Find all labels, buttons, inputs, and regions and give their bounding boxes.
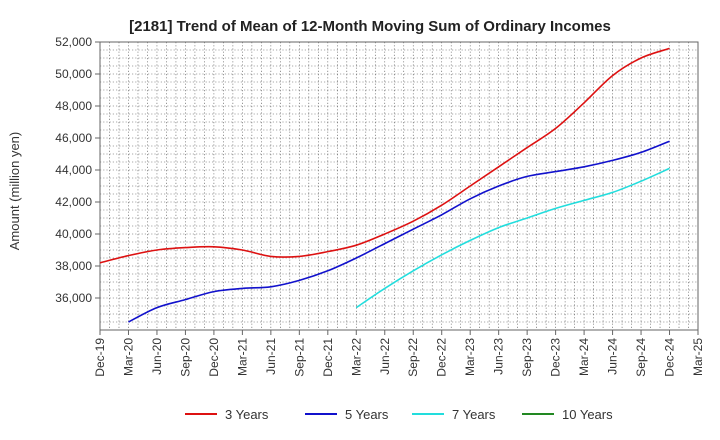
legend-label-10-years: 10 Years	[562, 407, 613, 422]
y-tick-label: 50,000	[55, 67, 92, 81]
x-tick-label: Mar-23	[463, 338, 477, 376]
x-tick-label: Sep-21	[292, 338, 306, 377]
x-tick-label: Sep-20	[178, 338, 192, 377]
x-tick-label: Mar-25	[691, 338, 705, 376]
legend-label-7-years: 7 Years	[452, 407, 496, 422]
y-tick-label: 40,000	[55, 227, 92, 241]
x-tick-label: Mar-20	[121, 338, 135, 376]
x-tick-label: Jun-22	[378, 338, 392, 375]
x-tick-label: Mar-24	[577, 338, 591, 376]
x-tick-label: Jun-23	[492, 338, 506, 375]
x-tick-label: Dec-20	[207, 338, 221, 377]
x-tick-label: Mar-22	[349, 338, 363, 376]
x-tick-label: Dec-21	[321, 338, 335, 377]
x-tick-label: Dec-23	[549, 338, 563, 377]
legend-label-3-years: 3 Years	[225, 407, 269, 422]
plot-area: 36,000 38,000 40,000 42,000 44,000 46,000 48,0…	[55, 35, 705, 377]
y-axis-label: Amount (million yen)	[7, 132, 22, 251]
line-chart: [2181] Trend of Mean of 12-Month Moving …	[0, 0, 720, 440]
y-tick-label: 46,000	[55, 131, 92, 145]
x-tick-label: Mar-21	[235, 338, 249, 376]
chart-title: [2181] Trend of Mean of 12-Month Moving …	[129, 18, 611, 35]
y-tick-label: 52,000	[55, 35, 92, 49]
x-tick-label: Sep-23	[520, 338, 534, 377]
x-tick-label: Dec-24	[663, 338, 677, 377]
x-tick-label: Jun-21	[264, 338, 278, 375]
x-tick-label: Dec-19	[93, 338, 107, 377]
y-tick-label: 48,000	[55, 99, 92, 113]
x-tick-label: Jun-24	[606, 338, 620, 375]
x-tick-label: Sep-22	[406, 338, 420, 377]
y-tick-label: 42,000	[55, 195, 92, 209]
x-tick-label: Dec-22	[435, 338, 449, 377]
y-tick-label: 36,000	[55, 291, 92, 305]
y-tick-label: 44,000	[55, 163, 92, 177]
x-tick-label: Jun-20	[150, 338, 164, 375]
x-tick-label: Sep-24	[634, 338, 648, 377]
legend-label-5-years: 5 Years	[345, 407, 389, 422]
legend: 3 Years 5 Years 7 Years 10 Years	[185, 407, 613, 422]
y-tick-label: 38,000	[55, 259, 92, 273]
